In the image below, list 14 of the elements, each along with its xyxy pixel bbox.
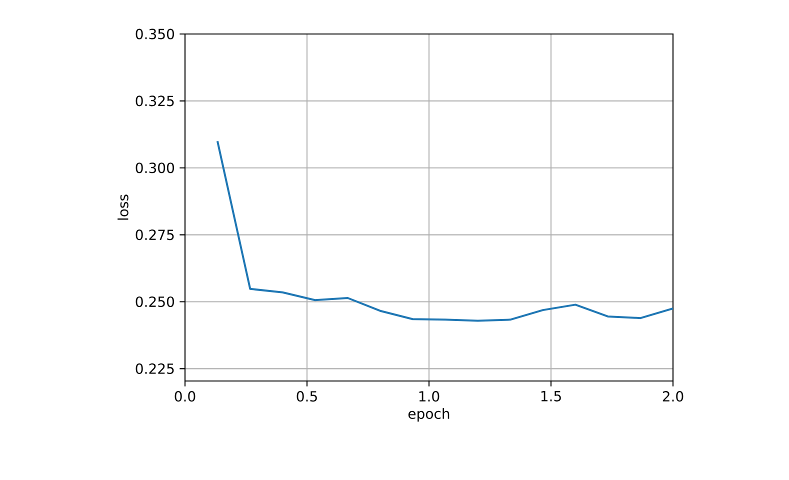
x-tick-label: 1.0 [419,391,440,402]
y-tick-label: 0.325 [136,96,174,106]
y-tick-label: 0.250 [136,296,174,308]
y-axis-title: loss [118,194,128,220]
x-tick-label: 1.5 [541,391,561,402]
line-series [216,140,673,322]
y-tick-label: 0.225 [136,363,174,374]
y-tick-label: 0.300 [136,162,174,174]
y-tick-label: 0.350 [136,28,174,40]
x-tick-label: 2.0 [662,391,684,402]
x-tick-label: 0.5 [296,391,317,402]
x-tick-label: 0.0 [174,391,196,402]
y-tick-label: 0.275 [136,230,174,240]
x-axis-title: epoch [408,408,450,422]
